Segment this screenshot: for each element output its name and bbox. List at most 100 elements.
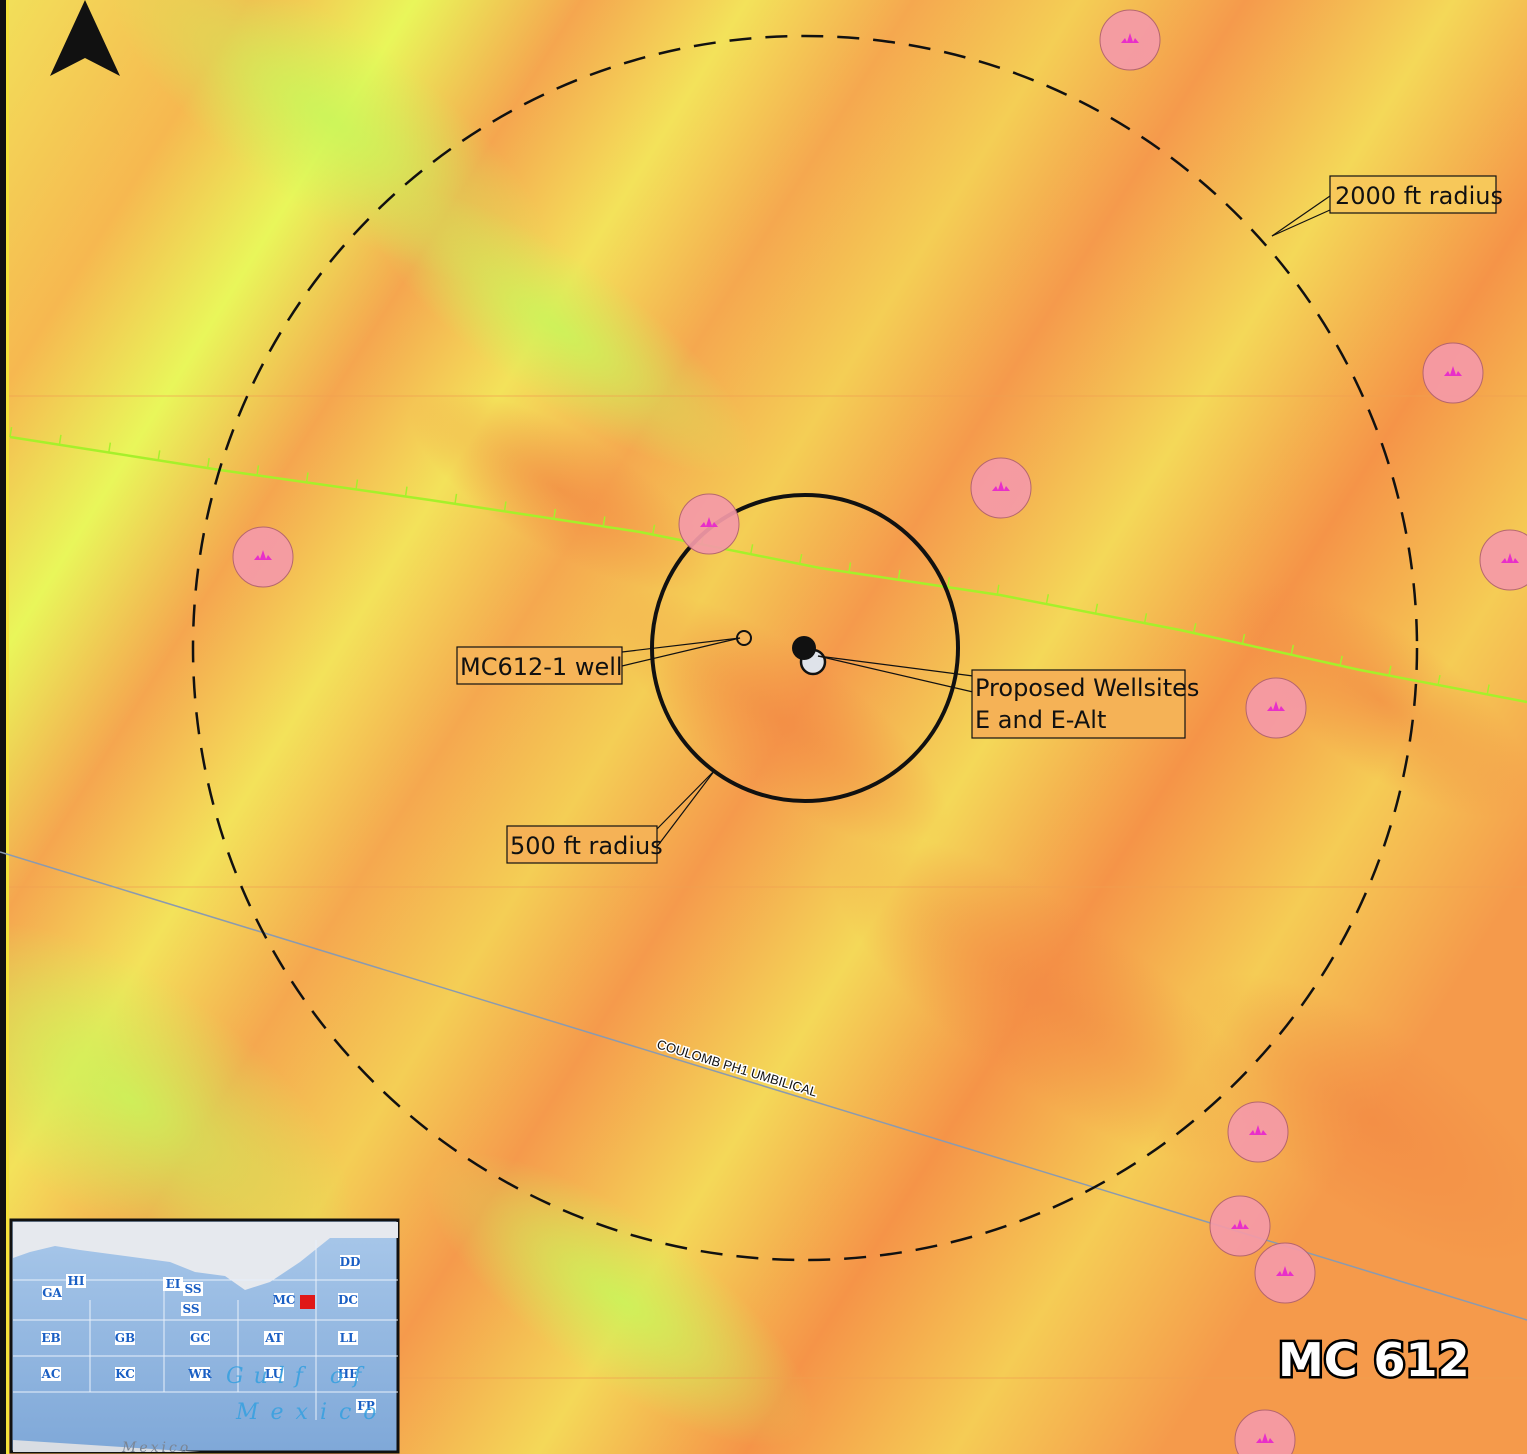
inset-area-label: HE <box>338 1367 358 1381</box>
inset-area-label: FP <box>357 1399 375 1413</box>
fault-tick <box>848 562 852 573</box>
fault-tick <box>1094 603 1099 614</box>
fault-tick <box>897 569 901 580</box>
inset-area-label-bg <box>115 1331 135 1345</box>
inset-area-label: LL <box>340 1331 357 1345</box>
inset-area-label-bg <box>356 1399 376 1413</box>
inset-area-label: HI <box>68 1274 85 1288</box>
fault-tick <box>798 553 803 565</box>
fault-tick <box>947 577 951 588</box>
leader-lines <box>621 195 1331 849</box>
seep-feature-icon[interactable] <box>1209 1195 1271 1257</box>
inset-area-label: WR <box>187 1367 212 1381</box>
seafloor-patch <box>367 186 753 474</box>
fault-tick <box>1241 633 1246 645</box>
block-title: MC 612 <box>1278 1333 1470 1387</box>
proposed-wellsite-e-marker[interactable] <box>792 636 816 660</box>
label-2000ft-text: 2000 ft radius <box>1335 182 1503 210</box>
seep-features <box>232 9 1527 1454</box>
inset-mexico-water-text: Mexico <box>235 1400 389 1425</box>
inset-area-label-bg <box>338 1367 358 1381</box>
seep-feature-icon[interactable] <box>1479 529 1527 591</box>
inset-area-label-bg <box>41 1331 61 1345</box>
seafloor-patch <box>1227 581 1527 819</box>
inset-gulf-text: Gulf of <box>226 1364 371 1389</box>
fault-tick <box>1437 675 1441 686</box>
fault-tick <box>503 501 507 512</box>
inset-area-label: LU <box>265 1367 284 1381</box>
inset-area-label-bg <box>338 1293 358 1307</box>
inset-area-label-bg <box>264 1367 284 1381</box>
inset-location-marker <box>300 1295 315 1309</box>
north-arrow-icon <box>50 0 120 76</box>
fault-line[interactable] <box>9 435 1527 704</box>
fault-tick <box>1192 623 1197 634</box>
seep-feature-icon[interactable] <box>970 457 1032 519</box>
inset-area-label: KC <box>115 1367 135 1381</box>
seafloor-patch <box>611 591 949 849</box>
seafloor-patch <box>409 390 711 590</box>
fault-tick <box>1045 594 1050 605</box>
fault-tick <box>553 508 557 519</box>
inset-area-label-bg <box>190 1367 210 1381</box>
seep-feature-icon[interactable] <box>678 493 740 555</box>
fault-tick <box>108 442 112 453</box>
inset-area-label-bg <box>42 1286 62 1300</box>
inset-area-label-bg <box>41 1367 61 1381</box>
fault-tick <box>1486 684 1490 695</box>
label-2000ft: 2000 ft radius <box>1329 175 1503 214</box>
seep-feature-icon[interactable] <box>232 526 294 588</box>
seep-feature-icon[interactable] <box>1234 1409 1296 1454</box>
inset-area-label: MC <box>273 1293 296 1307</box>
map-left-border-inner <box>6 0 9 1454</box>
inset-area-grid <box>13 1240 398 1420</box>
label-existing-well: MC612-1 well <box>456 646 623 685</box>
inset-area-label: DC <box>338 1293 358 1307</box>
inset-area-label-bg <box>274 1293 294 1307</box>
inset-area-label: GB <box>115 1331 135 1345</box>
fault-tick <box>1388 665 1392 676</box>
seep-feature-icon[interactable] <box>1099 9 1161 71</box>
map-left-border <box>0 0 6 1454</box>
seep-feature-icon[interactable] <box>1245 677 1307 739</box>
fault-tick <box>9 427 13 438</box>
fault-tick <box>749 544 754 555</box>
inset-area-label-bg <box>340 1255 360 1269</box>
inset-area-labels: GA HI EI SS SS MC DD DC EB GB GC AT LL AC KC WR LU HE FP <box>41 1255 376 1413</box>
fault-tick <box>651 524 656 535</box>
fault-tick <box>454 493 458 504</box>
inset-area-label: EI <box>166 1277 181 1291</box>
seafloor-patch <box>0 921 354 1279</box>
seafloor-patch <box>830 833 1270 1167</box>
inset-mexico-coast <box>13 1440 200 1452</box>
fault-tick <box>996 584 1000 595</box>
label-500ft: 500 ft radius <box>506 825 663 864</box>
fault-tick <box>602 516 606 527</box>
fault-tick <box>1339 655 1343 666</box>
label-500ft-text: 500 ft radius <box>510 832 663 860</box>
inset-mexico-land-text: Mexico <box>121 1440 191 1454</box>
seep-feature-icon[interactable] <box>1254 1242 1316 1304</box>
fault-tick <box>1290 644 1295 655</box>
seep-feature-icon[interactable] <box>1422 342 1484 404</box>
seep-feature-icon[interactable] <box>1227 1101 1289 1163</box>
seafloor-patch <box>1182 973 1527 1267</box>
fault-tick <box>1143 613 1148 624</box>
umbilical-line[interactable] <box>0 851 1527 1321</box>
radius-2000ft-circle[interactable] <box>191 34 1419 1262</box>
fault-tick <box>206 458 210 469</box>
inset-area-label-bg <box>264 1331 284 1345</box>
inset-area-label: SS <box>184 1282 201 1296</box>
fault-tick <box>355 479 359 490</box>
inset-area-label: GC <box>190 1331 210 1345</box>
inset-area-label-bg <box>66 1274 86 1288</box>
inset-area-label-bg <box>338 1331 358 1345</box>
inset-locator-map[interactable]: GA HI EI SS SS MC DD DC EB GB GC AT LL AC KC WR LU HE FP G… <box>9 1218 400 1454</box>
inset-area-label-bg <box>163 1277 183 1291</box>
inset-area-label: SS <box>182 1302 199 1316</box>
inset-coastline <box>13 1222 398 1290</box>
label-proposed-wellsites: Proposed Wellsites E and E-Alt <box>971 669 1199 739</box>
fault-tick <box>305 472 309 483</box>
seafloor-patch <box>426 1152 814 1448</box>
